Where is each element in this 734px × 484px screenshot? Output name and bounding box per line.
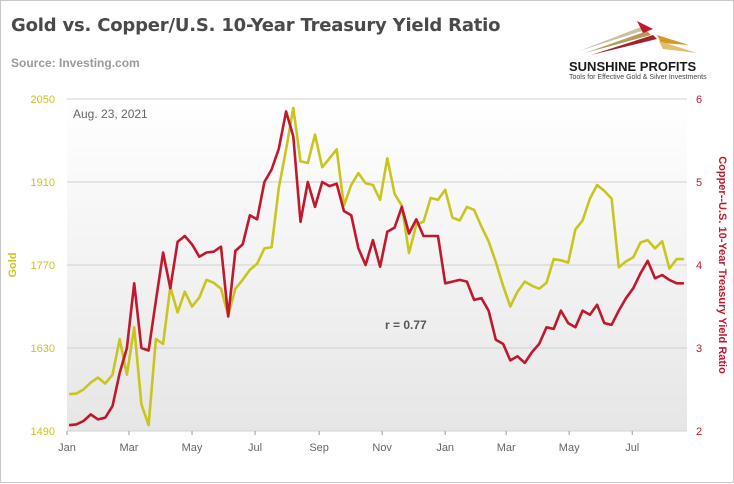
right-y-tick-label: 2 bbox=[696, 426, 702, 438]
x-tick-label: Jan bbox=[58, 442, 76, 454]
x-tick-label: Sep bbox=[309, 442, 329, 454]
right-y-axis: 2 3 4 5 6 bbox=[696, 94, 702, 438]
left-y-axis: 1490 1630 1770 1910 2050 bbox=[31, 94, 55, 438]
x-tick-label: May bbox=[559, 442, 580, 454]
logo-name: SUNSHINE PROFITS bbox=[569, 59, 697, 74]
left-y-tick-label: 1490 bbox=[31, 426, 55, 438]
correlation-annotation: r = 0.77 bbox=[385, 318, 427, 332]
x-tick-label: Nov bbox=[372, 442, 392, 454]
left-y-tick-label: 2050 bbox=[31, 94, 55, 106]
right-y-tick-label: 6 bbox=[696, 94, 702, 106]
x-tick-label: Jan bbox=[436, 442, 454, 454]
ratio-series-line bbox=[68, 110, 684, 427]
x-tick-label: Mar bbox=[497, 442, 516, 454]
chart-source: Source: Investing.com bbox=[11, 56, 140, 70]
x-tick-label: Mar bbox=[120, 442, 139, 454]
gridlines bbox=[67, 98, 687, 432]
sunshine-profits-logo: SUNSHINE PROFITS Tools for Effective Gol… bbox=[561, 13, 721, 83]
left-y-tick-label: 1910 bbox=[31, 177, 55, 189]
left-y-tick-label: 1770 bbox=[31, 260, 55, 272]
series-lines bbox=[68, 106, 684, 427]
right-axis-label: Copper--U.S. 10-Year Treasury Yield Rati… bbox=[716, 156, 728, 374]
right-y-tick-label: 5 bbox=[696, 177, 702, 189]
gold-series-line bbox=[68, 106, 684, 427]
logo-tagline: Tools for Effective Gold & Silver Invest… bbox=[569, 74, 707, 81]
x-axis: Jan Mar May Jul Sep Nov Jan Mar May Jul bbox=[58, 431, 639, 454]
x-tick-label: Jul bbox=[248, 442, 262, 454]
left-axis-label: Gold bbox=[7, 252, 19, 277]
chart-title: Gold vs. Copper/U.S. 10-Year Treasury Yi… bbox=[11, 15, 501, 36]
right-y-tick-label: 4 bbox=[696, 260, 702, 272]
sun-rays-icon bbox=[579, 21, 697, 55]
date-annotation: Aug. 23, 2021 bbox=[73, 107, 148, 121]
x-tick-label: May bbox=[182, 442, 203, 454]
x-tick-label: Jul bbox=[625, 442, 639, 454]
left-y-tick-label: 1630 bbox=[31, 343, 55, 355]
right-y-tick-label: 3 bbox=[696, 343, 702, 355]
